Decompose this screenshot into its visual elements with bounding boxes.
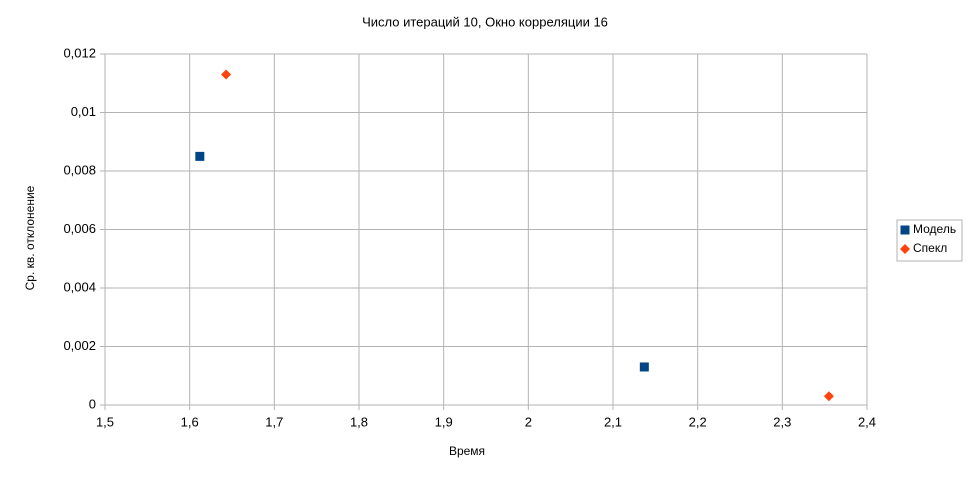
- x-tick-label: 1,8: [350, 414, 368, 429]
- x-tick-label: 1,9: [435, 414, 453, 429]
- point: [221, 69, 232, 80]
- point: [639, 362, 649, 372]
- chart-title: Число итераций 10, Окно корреляции 16: [362, 14, 608, 29]
- y-tick-label: 0,01: [71, 104, 96, 119]
- point: [823, 391, 834, 402]
- legend-label: Спекл: [913, 241, 947, 255]
- x-tick-label: 2,4: [858, 414, 876, 429]
- legend-label: Модель: [913, 222, 956, 236]
- y-tick-label: 0: [89, 396, 96, 411]
- x-tick-label: 1,5: [96, 414, 114, 429]
- y-tick-label: 0,006: [63, 221, 96, 236]
- legend-marker: [900, 244, 910, 254]
- y-tick-label: 0,012: [63, 45, 96, 60]
- x-tick-label: 2,3: [773, 414, 791, 429]
- point: [195, 151, 205, 161]
- y-tick-label: 0,002: [63, 338, 96, 353]
- x-tick-label: 2,1: [604, 414, 622, 429]
- y-axis-label: Ср. кв. отклонение: [23, 185, 37, 290]
- x-tick-label: 1,7: [265, 414, 283, 429]
- y-tick-label: 0,004: [63, 279, 96, 294]
- y-tick-label: 0,008: [63, 162, 96, 177]
- x-axis-label: Время: [449, 444, 485, 458]
- legend-marker: [900, 225, 910, 235]
- x-tick-label: 1,6: [181, 414, 199, 429]
- x-tick-label: 2: [525, 414, 532, 429]
- x-tick-label: 2,2: [689, 414, 707, 429]
